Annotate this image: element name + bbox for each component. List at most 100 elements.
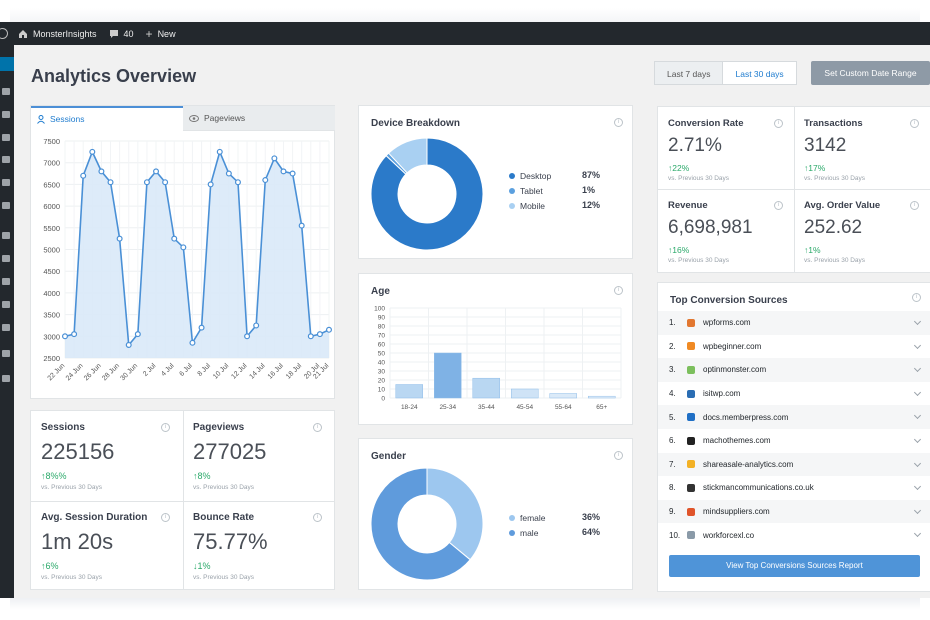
last-30-days-button[interactable]: Last 30 days — [723, 61, 797, 85]
data-point[interactable] — [280, 168, 287, 175]
donut-slice[interactable] — [426, 467, 484, 561]
tab-sessions[interactable]: Sessions — [31, 106, 183, 131]
chevron-down-icon[interactable] — [913, 388, 922, 396]
data-point[interactable] — [143, 179, 150, 186]
sidebar-item-media[interactable] — [2, 111, 10, 118]
info-icon[interactable]: i — [910, 119, 919, 128]
data-point[interactable] — [71, 331, 78, 338]
source-row[interactable]: 5. docs.memberpress.com — [658, 405, 930, 429]
info-icon[interactable]: i — [912, 293, 921, 302]
arrow-up-icon: ↑ — [41, 561, 46, 571]
view-sources-report-button[interactable]: View Top Conversions Sources Report — [669, 555, 920, 577]
tab-pageviews[interactable]: Pageviews — [183, 106, 335, 131]
data-point[interactable] — [253, 322, 260, 329]
age-bar[interactable] — [472, 377, 500, 399]
sidebar-item-posts[interactable] — [2, 88, 10, 95]
data-point[interactable] — [289, 170, 296, 177]
data-point[interactable] — [234, 179, 241, 186]
chevron-down-icon[interactable] — [913, 341, 922, 349]
info-icon[interactable]: i — [614, 286, 623, 295]
data-point[interactable] — [198, 324, 205, 331]
age-title: Age — [371, 286, 390, 297]
sidebar-item-seo[interactable] — [2, 324, 10, 331]
chevron-down-icon[interactable] — [913, 530, 922, 538]
age-bar[interactable] — [511, 388, 539, 399]
data-point[interactable] — [307, 333, 314, 340]
data-point[interactable] — [244, 333, 251, 340]
data-point[interactable] — [189, 339, 196, 346]
arrow-up-icon: ↑ — [41, 471, 46, 481]
age-bar[interactable] — [588, 395, 616, 399]
source-row[interactable]: 3. optinmonster.com — [658, 358, 930, 382]
info-icon[interactable]: i — [614, 118, 623, 127]
data-point[interactable] — [116, 235, 123, 242]
sidebar-item-extra[interactable] — [2, 350, 10, 357]
chevron-down-icon[interactable] — [913, 317, 922, 326]
source-row[interactable]: 7. shareasale-analytics.com — [658, 452, 930, 477]
data-point[interactable] — [316, 331, 323, 338]
x-tick-label: 28 Jun — [101, 362, 121, 382]
data-point[interactable] — [153, 168, 160, 175]
data-point[interactable] — [225, 170, 232, 177]
chevron-down-icon[interactable] — [913, 459, 922, 467]
chevron-down-icon[interactable] — [913, 483, 922, 491]
sidebar-item-tools[interactable] — [2, 278, 10, 285]
info-icon[interactable]: i — [774, 119, 783, 128]
source-row[interactable]: 2. wpbeginner.com — [658, 335, 930, 359]
data-point[interactable] — [80, 172, 87, 179]
site-name-link[interactable]: MonsterInsights — [18, 29, 97, 39]
info-icon[interactable]: i — [614, 451, 623, 460]
data-point[interactable] — [326, 326, 333, 333]
sidebar-item-comments[interactable] — [2, 156, 10, 163]
data-point[interactable] — [134, 331, 141, 338]
last-7-days-button[interactable]: Last 7 days — [654, 61, 724, 85]
data-point[interactable] — [298, 222, 305, 229]
source-row[interactable]: 8. stickmancommunications.co.uk — [658, 476, 930, 500]
data-point[interactable] — [98, 168, 105, 175]
new-link[interactable]: + New — [146, 27, 176, 41]
data-point[interactable] — [271, 155, 278, 162]
source-row[interactable]: 6. machothemes.com — [658, 429, 930, 453]
data-point[interactable] — [216, 148, 223, 155]
chevron-down-icon[interactable] — [913, 435, 922, 444]
data-point[interactable] — [125, 341, 132, 348]
info-icon[interactable]: i — [161, 513, 170, 522]
info-icon[interactable]: i — [910, 201, 919, 210]
source-row[interactable]: 4. isitwp.com — [658, 382, 930, 406]
wordpress-icon[interactable] — [0, 28, 8, 39]
info-icon[interactable]: i — [313, 513, 322, 522]
data-point[interactable] — [89, 148, 96, 155]
comments-link[interactable]: 40 — [109, 29, 134, 39]
data-point[interactable] — [107, 179, 114, 186]
data-point[interactable] — [207, 181, 214, 188]
age-bar[interactable] — [434, 352, 462, 399]
sidebar-item-pages[interactable] — [2, 134, 10, 141]
info-icon[interactable]: i — [774, 201, 783, 210]
sidebar-item-plugins[interactable] — [2, 232, 10, 239]
data-point[interactable] — [171, 235, 178, 242]
chevron-down-icon[interactable] — [913, 506, 922, 514]
data-point[interactable] — [262, 177, 269, 184]
age-bar[interactable] — [549, 393, 577, 399]
sidebar-item-forms[interactable] — [2, 179, 10, 186]
chevron-down-icon[interactable] — [913, 412, 922, 420]
source-row[interactable]: 9. mindsuppliers.com — [658, 499, 930, 524]
donut-slice[interactable] — [370, 467, 471, 581]
donut-slice[interactable] — [387, 137, 428, 174]
info-icon[interactable]: i — [313, 423, 322, 432]
sidebar-item-insights[interactable] — [0, 57, 14, 71]
source-row[interactable]: 10. workforcexl.co — [658, 523, 930, 547]
sidebar-item-collapse[interactable] — [2, 375, 10, 382]
sidebar-item-users[interactable] — [2, 255, 10, 262]
source-row[interactable]: 1. wpforms.com — [658, 311, 930, 335]
sidebar-item-appearance[interactable] — [2, 202, 10, 209]
donut-slice[interactable] — [370, 137, 484, 251]
data-point[interactable] — [180, 244, 187, 251]
age-bar[interactable] — [395, 384, 423, 399]
info-icon[interactable]: i — [161, 423, 170, 432]
custom-date-range-button[interactable]: Set Custom Date Range — [811, 61, 930, 85]
chevron-down-icon[interactable] — [913, 365, 922, 373]
sidebar-item-settings[interactable] — [2, 301, 10, 308]
data-point[interactable] — [162, 179, 169, 186]
data-point[interactable] — [62, 333, 69, 340]
